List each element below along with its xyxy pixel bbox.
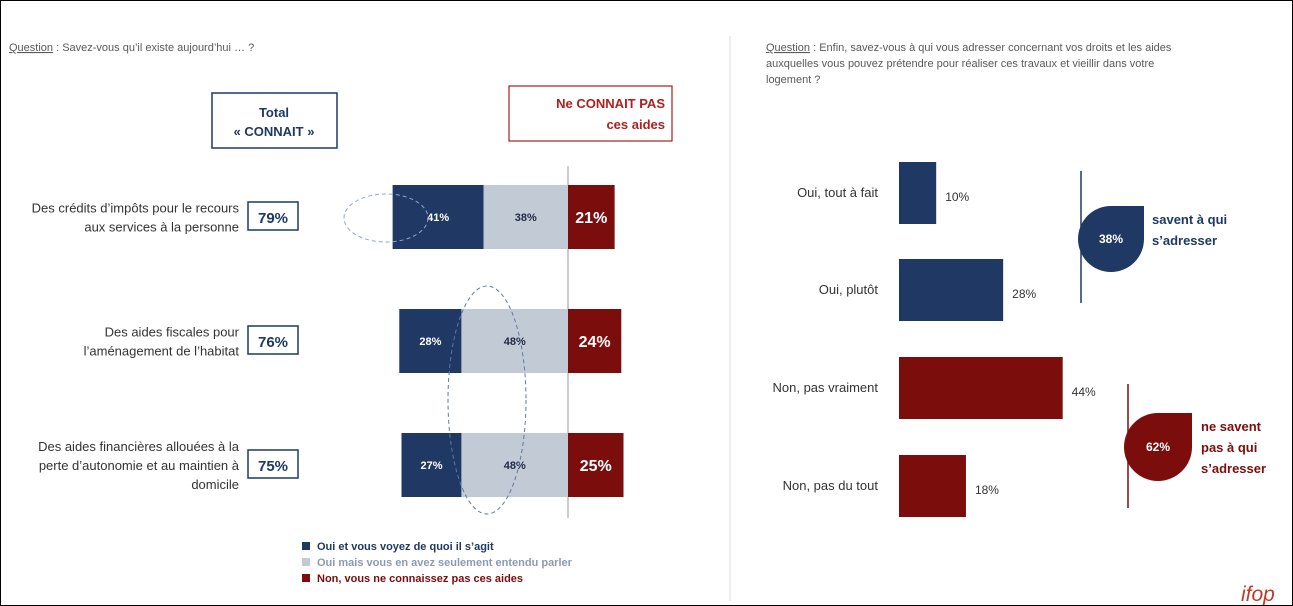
- category-label: Des crédits d’impôts pour le recours: [32, 201, 240, 216]
- bar-segment: [568, 309, 622, 373]
- group-no-line3: s’adresser: [1201, 461, 1266, 476]
- highlight-ellipse-1: [343, 193, 429, 243]
- right-bar-chart: Oui, tout à fait 10% Oui, plutôt 28% Non, pa…: [773, 162, 1096, 517]
- category-label: domicile: [191, 477, 239, 492]
- left-question-label: Question: [9, 42, 53, 54]
- segment-label: 38%: [515, 212, 537, 224]
- group-yes-value: 38%: [1099, 232, 1123, 246]
- segment-label: 25%: [580, 458, 612, 475]
- ifop-logo: ifop: [1241, 583, 1275, 605]
- left-question-text: : Savez-vous qu’il existe aujourd’hui … …: [53, 42, 254, 54]
- group-no-line1: ne savent: [1201, 419, 1262, 434]
- segment-label: 41%: [427, 212, 449, 224]
- right-question-line1: Question : Enfin, savez-vous à qui vous …: [766, 42, 1172, 54]
- legend-swatch: [302, 542, 310, 550]
- segment-label: 48%: [504, 336, 526, 348]
- segment-label: 27%: [420, 460, 442, 472]
- legend-label: Non, vous ne connaissez pas ces aides: [317, 573, 523, 585]
- right-bar-value: 18%: [975, 483, 999, 497]
- category-label: Des aides fiscales pour: [105, 325, 240, 340]
- legend-label: Oui et vous voyez de quoi il s’agit: [317, 541, 494, 553]
- right-category-label: Non, pas vraiment: [773, 380, 879, 395]
- right-question-label: Question: [766, 42, 810, 54]
- right-bar: [899, 259, 1004, 321]
- group-no-badge: [1124, 413, 1192, 481]
- segment-label: 24%: [579, 334, 611, 351]
- right-bar: [899, 357, 1063, 419]
- bar-segment: [483, 185, 568, 249]
- category-label: l’aménagement de l’habitat: [84, 344, 240, 359]
- segment-label: 48%: [504, 460, 526, 472]
- group-yes-line2: s’adresser: [1152, 233, 1217, 248]
- header-total-line1: Total: [259, 105, 289, 120]
- header-red-line2: ces aides: [606, 117, 665, 132]
- total-value: 76%: [258, 334, 288, 351]
- category-label: aux services à la personne: [84, 220, 239, 235]
- right-category-label: Oui, tout à fait: [797, 185, 878, 200]
- header-red-line1: Ne CONNAIT PAS: [556, 96, 665, 111]
- header-total-box: [211, 92, 338, 149]
- bar-segment: [568, 185, 615, 249]
- legend-swatch: [302, 574, 310, 582]
- category-label: Des aides financières allouées à la: [38, 439, 240, 454]
- left-stacked-chart: Des crédits d’impôts pour le recours aux …: [32, 185, 624, 497]
- total-box: [247, 325, 299, 355]
- bar-segment: [568, 433, 624, 497]
- total-value: 79%: [258, 210, 288, 227]
- left-question: Question : Savez-vous qu’il existe aujou…: [9, 42, 254, 54]
- group-no-line2: pas à qui: [1201, 440, 1257, 455]
- right-category-label: Oui, plutôt: [819, 282, 879, 297]
- right-bar: [899, 162, 937, 224]
- header-total-line2: « CONNAIT »: [234, 124, 315, 139]
- total-value: 75%: [258, 458, 288, 475]
- right-category-label: Non, pas du tout: [783, 478, 879, 493]
- right-question-text: : Enfin, savez-vous à qui vous adresser …: [810, 42, 1172, 54]
- bar-segment: [461, 433, 568, 497]
- bar-segment: [399, 309, 462, 373]
- group-no-value: 62%: [1146, 440, 1170, 454]
- right-bar-value: 28%: [1012, 287, 1036, 301]
- right-bar-value: 10%: [945, 190, 969, 204]
- total-box: [247, 201, 299, 231]
- right-question-line3: logement ?: [766, 74, 820, 86]
- legend-swatch: [302, 558, 310, 566]
- group-yes-line1: savent à qui: [1152, 212, 1227, 227]
- segment-label: 21%: [575, 210, 607, 227]
- right-bar: [899, 455, 966, 517]
- group-yes-badge: [1078, 206, 1144, 272]
- segment-label: 28%: [419, 336, 441, 348]
- legend: Oui et vous voyez de quoi il s’agit Oui m…: [302, 541, 573, 585]
- right-question-line2: auxquelles vous pouvez prétendre pour ré…: [766, 58, 1154, 70]
- right-bar-value: 44%: [1072, 385, 1096, 399]
- total-box: [247, 449, 299, 479]
- legend-label: Oui mais vous en avez seulement entendu …: [317, 557, 573, 569]
- category-label: perte d’autonomie et au maintien à: [39, 458, 240, 473]
- highlight-ellipse-2: [447, 285, 527, 515]
- header-red-box: [508, 85, 673, 142]
